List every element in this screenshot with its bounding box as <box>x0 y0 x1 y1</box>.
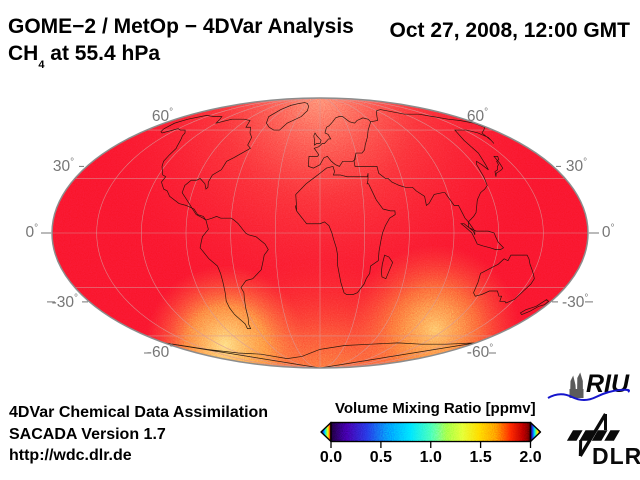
svg-text:30°: 30° <box>566 157 587 175</box>
svg-text:1.0: 1.0 <box>420 449 442 466</box>
svg-text:0.5: 0.5 <box>370 449 392 466</box>
svg-text:-60°: -60° <box>147 343 173 361</box>
svg-text:2.0: 2.0 <box>519 449 541 466</box>
svg-text:-60°: -60° <box>467 343 493 361</box>
svg-text:60°: 60° <box>467 107 488 125</box>
svg-text:DLR: DLR <box>592 443 640 469</box>
svg-text:RIU: RIU <box>586 370 630 398</box>
svg-text:30°: 30° <box>53 157 74 175</box>
svg-text:-30°: -30° <box>52 293 78 311</box>
svg-text:-30°: -30° <box>562 293 588 311</box>
svg-text:1.5: 1.5 <box>469 449 491 466</box>
svg-text:0°: 0° <box>602 223 615 241</box>
svg-text:0.0: 0.0 <box>320 449 342 466</box>
svg-text:Volume Mixing Ratio [ppmv]: Volume Mixing Ratio [ppmv] <box>335 400 536 417</box>
svg-text:0°: 0° <box>25 223 38 241</box>
